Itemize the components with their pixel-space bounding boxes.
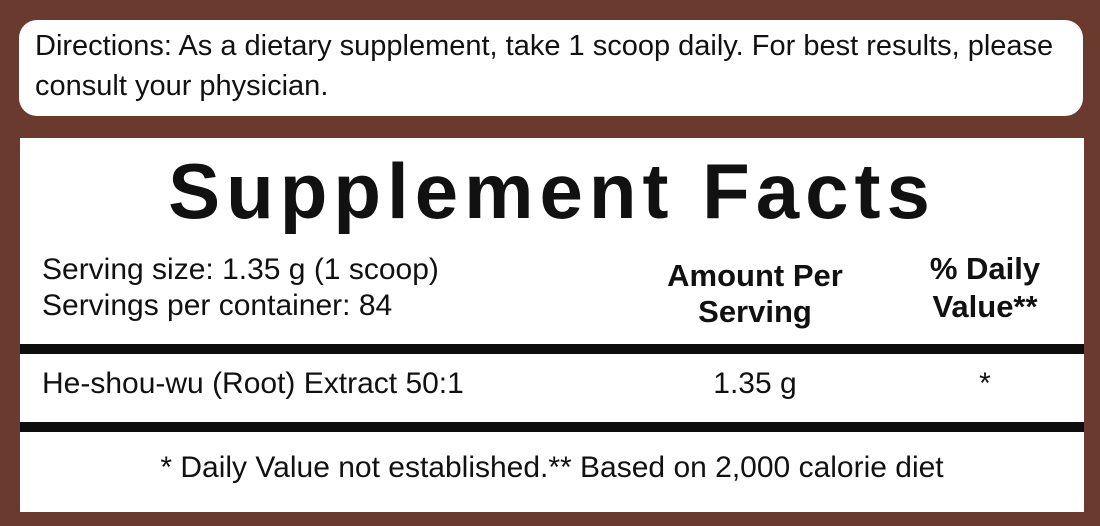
header-amount-line1: Amount Per: [667, 258, 843, 293]
directions-box: Directions: As a dietary supplement, tak…: [19, 20, 1083, 116]
serving-info: Serving size: 1.35 g (1 scoop) Servings …: [42, 252, 439, 324]
ingredient-daily-value: *: [979, 367, 991, 400]
ingredient-amount: 1.35 g: [713, 367, 797, 400]
divider-thick: [20, 422, 1084, 432]
header-dv-line1: % Daily: [929, 251, 1041, 286]
divider-thick: [20, 344, 1084, 354]
serving-size: Serving size: 1.35 g (1 scoop): [42, 253, 439, 286]
ingredient-name: He-shou-wu (Root) Extract 50:1: [42, 367, 464, 400]
header-daily-value: % Daily Value**: [900, 250, 1070, 326]
servings-per-container: Servings per container: 84: [42, 289, 393, 322]
footnote: * Daily Value not established.** Based o…: [160, 451, 944, 484]
header-amount-per-serving: Amount Per Serving: [630, 258, 880, 330]
facts-title: Supplement Facts: [168, 147, 936, 235]
header-amount-line2: Serving: [698, 294, 812, 329]
supplement-facts-panel: Supplement Facts Serving size: 1.35 g (1…: [20, 138, 1084, 512]
header-dv-line2: Value**: [932, 289, 1038, 324]
directions-text: Directions: As a dietary supplement, tak…: [35, 30, 1054, 102]
